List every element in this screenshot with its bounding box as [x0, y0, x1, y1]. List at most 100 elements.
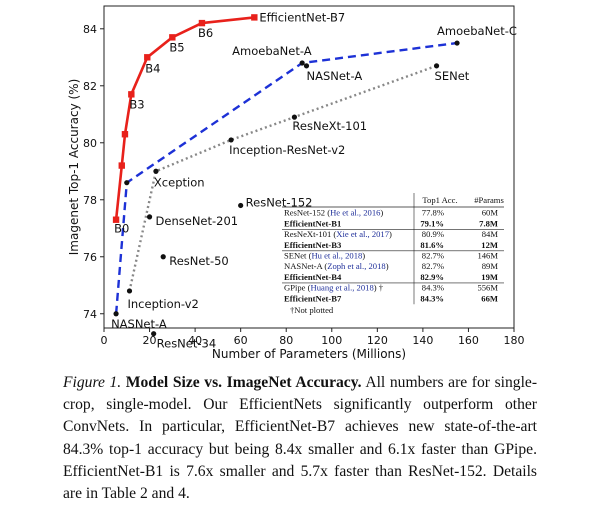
table-model-name: EfficientNet-B1 — [284, 218, 341, 228]
x-tick-label: 20 — [143, 334, 157, 347]
series-line-efficientnet — [114, 16, 255, 220]
point-label-densenet-201: DenseNet-201 — [156, 214, 239, 228]
table-model-name: EfficientNet-B3 — [284, 240, 341, 250]
table-header-params: #Params — [474, 195, 504, 205]
table-header-acc: Top1 Acc. — [422, 195, 457, 205]
model-point — [126, 288, 133, 294]
y-tick-label: 80 — [83, 137, 97, 150]
table-params-cell: 556M — [477, 283, 498, 293]
model-point — [454, 40, 460, 46]
point-label-resnext-101: ResNeXt-101 — [292, 119, 367, 133]
point-label-b5: B5 — [169, 40, 184, 54]
model-point — [433, 63, 440, 69]
inset-results-table: Top1 Acc. #Params ResNet-152 (He et al., 2… — [282, 193, 504, 315]
y-axis-title: Imagenet Top-1 Accuracy (%) — [67, 79, 81, 255]
table-acc-cell: 82.7% — [422, 261, 444, 271]
figure-caption: Figure 1. Model Size vs. ImageNet Accura… — [63, 372, 537, 505]
y-tick-label: 78 — [83, 194, 97, 207]
table-params-cell: 146M — [477, 251, 498, 261]
plot-area: 0 20 40 60 80 100 120 140 160 180 74 76 78 80 82 84 Numb… — [67, 5, 525, 361]
figure-label: Figure 1. — [63, 374, 122, 391]
x-tick-label: 0 — [101, 334, 108, 347]
x-axis-title: Number of Parameters (Millions) — [212, 347, 406, 361]
x-tick-label: 120 — [367, 334, 388, 347]
y-tick-label: 74 — [83, 308, 97, 321]
table-model-name: SENet (Hu et al., 2018) — [284, 251, 365, 261]
efficientnet-marker — [198, 19, 206, 27]
x-tick-label: 60 — [234, 334, 248, 347]
point-label-b3: B3 — [129, 97, 144, 111]
table-params-cell: 66M — [481, 293, 498, 303]
efficientnet-marker — [121, 131, 129, 138]
model-point — [291, 114, 298, 120]
model-point — [124, 180, 130, 186]
x-tick-label: 140 — [412, 334, 433, 347]
table-acc-cell: 82.9% — [420, 272, 444, 282]
point-label-b0: B0 — [114, 222, 129, 236]
table-model-name: ResNeXt-101 (Xie et al., 2017) — [284, 229, 392, 239]
y-tick-label: 82 — [83, 80, 97, 93]
model-point — [160, 254, 166, 260]
model-point — [238, 202, 244, 209]
efficientnet-marker — [128, 91, 135, 98]
table-model-name: ResNet-152 (He et al., 2016) — [284, 208, 383, 218]
y-tick-label: 84 — [83, 23, 97, 36]
table-params-cell: 12M — [481, 240, 498, 250]
table-params-cell: 60M — [482, 208, 499, 218]
point-label-senet: SENet — [435, 69, 470, 83]
table-acc-cell: 80.9% — [422, 229, 444, 239]
model-point — [146, 214, 153, 220]
efficientnet-marker — [251, 14, 258, 21]
point-label-resnet-152: ResNet-152 — [246, 195, 313, 209]
efficientnet-marker — [144, 54, 151, 61]
table-params-cell: 19M — [481, 272, 498, 282]
point-label-xception: Xception — [154, 175, 205, 189]
figure-caption-body: All numbers are for single-crop, single-… — [63, 374, 538, 503]
table-acc-cell: 84.3% — [420, 293, 444, 303]
model-point — [151, 331, 157, 337]
point-label-inception-resnet-v2: Inception-ResNet-v2 — [229, 143, 345, 157]
table-model-name: NASNet-A (Zoph et al., 2018) — [284, 261, 389, 271]
table-acc-cell: 79.1% — [420, 218, 444, 228]
model-point — [153, 168, 159, 174]
x-tick-label: 160 — [458, 334, 479, 347]
point-label-nasnet-a: NASNet-A — [306, 69, 362, 83]
table-params-cell: 89M — [482, 261, 499, 271]
point-label-efficientnet-b7: EfficientNet-B7 — [259, 10, 345, 24]
point-label-amoebanet-a: AmoebaNet-A — [232, 44, 312, 58]
efficientnet-scatter-chart: 0 20 40 60 80 100 120 140 160 180 74 76 78 80 82 84 Numb… — [67, 5, 525, 361]
table-acc-cell: 84.3% — [422, 283, 444, 293]
plot-frame — [103, 5, 515, 329]
model-point — [299, 60, 305, 66]
point-label-resnet-50: ResNet-50 — [169, 254, 229, 268]
point-label-amoebanet-c: AmoebaNet-C — [437, 24, 517, 38]
point-label-resnet-34: ResNet-34 — [157, 337, 217, 351]
table-model-name: EfficientNet-B7 — [284, 293, 342, 303]
point-label-nasnet-a: NASNet-A — [111, 317, 167, 331]
efficientnet-marker — [118, 162, 125, 169]
table-model-name: GPipe (Huang et al., 2018) † — [284, 283, 384, 293]
table-params-cell: 84M — [482, 229, 499, 239]
table-acc-cell: 81.6% — [420, 240, 444, 250]
model-point — [303, 63, 310, 69]
series-line-hand-designed — [128, 64, 438, 292]
table-acc-cell: 77.8% — [422, 208, 444, 218]
y-tick-label: 76 — [83, 251, 97, 264]
x-tick-label: 100 — [321, 334, 342, 347]
x-tick-label: 180 — [504, 334, 525, 347]
figure-title: Model Size vs. ImageNet Accuracy. — [125, 374, 362, 391]
table-model-name: EfficientNet-B4 — [284, 272, 342, 282]
model-point — [113, 311, 119, 317]
point-label-b6: B6 — [198, 26, 213, 40]
model-point — [228, 137, 234, 143]
x-tick-label: 40 — [188, 334, 202, 347]
series-line-nas — [114, 41, 458, 314]
efficientnet-marker — [169, 34, 176, 41]
x-tick-label: 80 — [279, 334, 293, 347]
point-label-inception-v2: Inception-v2 — [128, 297, 199, 311]
efficientnet-marker — [112, 216, 120, 223]
table-footnote: †Not plotted — [290, 305, 334, 315]
point-label-b4: B4 — [145, 61, 160, 75]
table-params-cell: 7.8M — [479, 218, 498, 228]
table-acc-cell: 82.7% — [422, 251, 444, 261]
